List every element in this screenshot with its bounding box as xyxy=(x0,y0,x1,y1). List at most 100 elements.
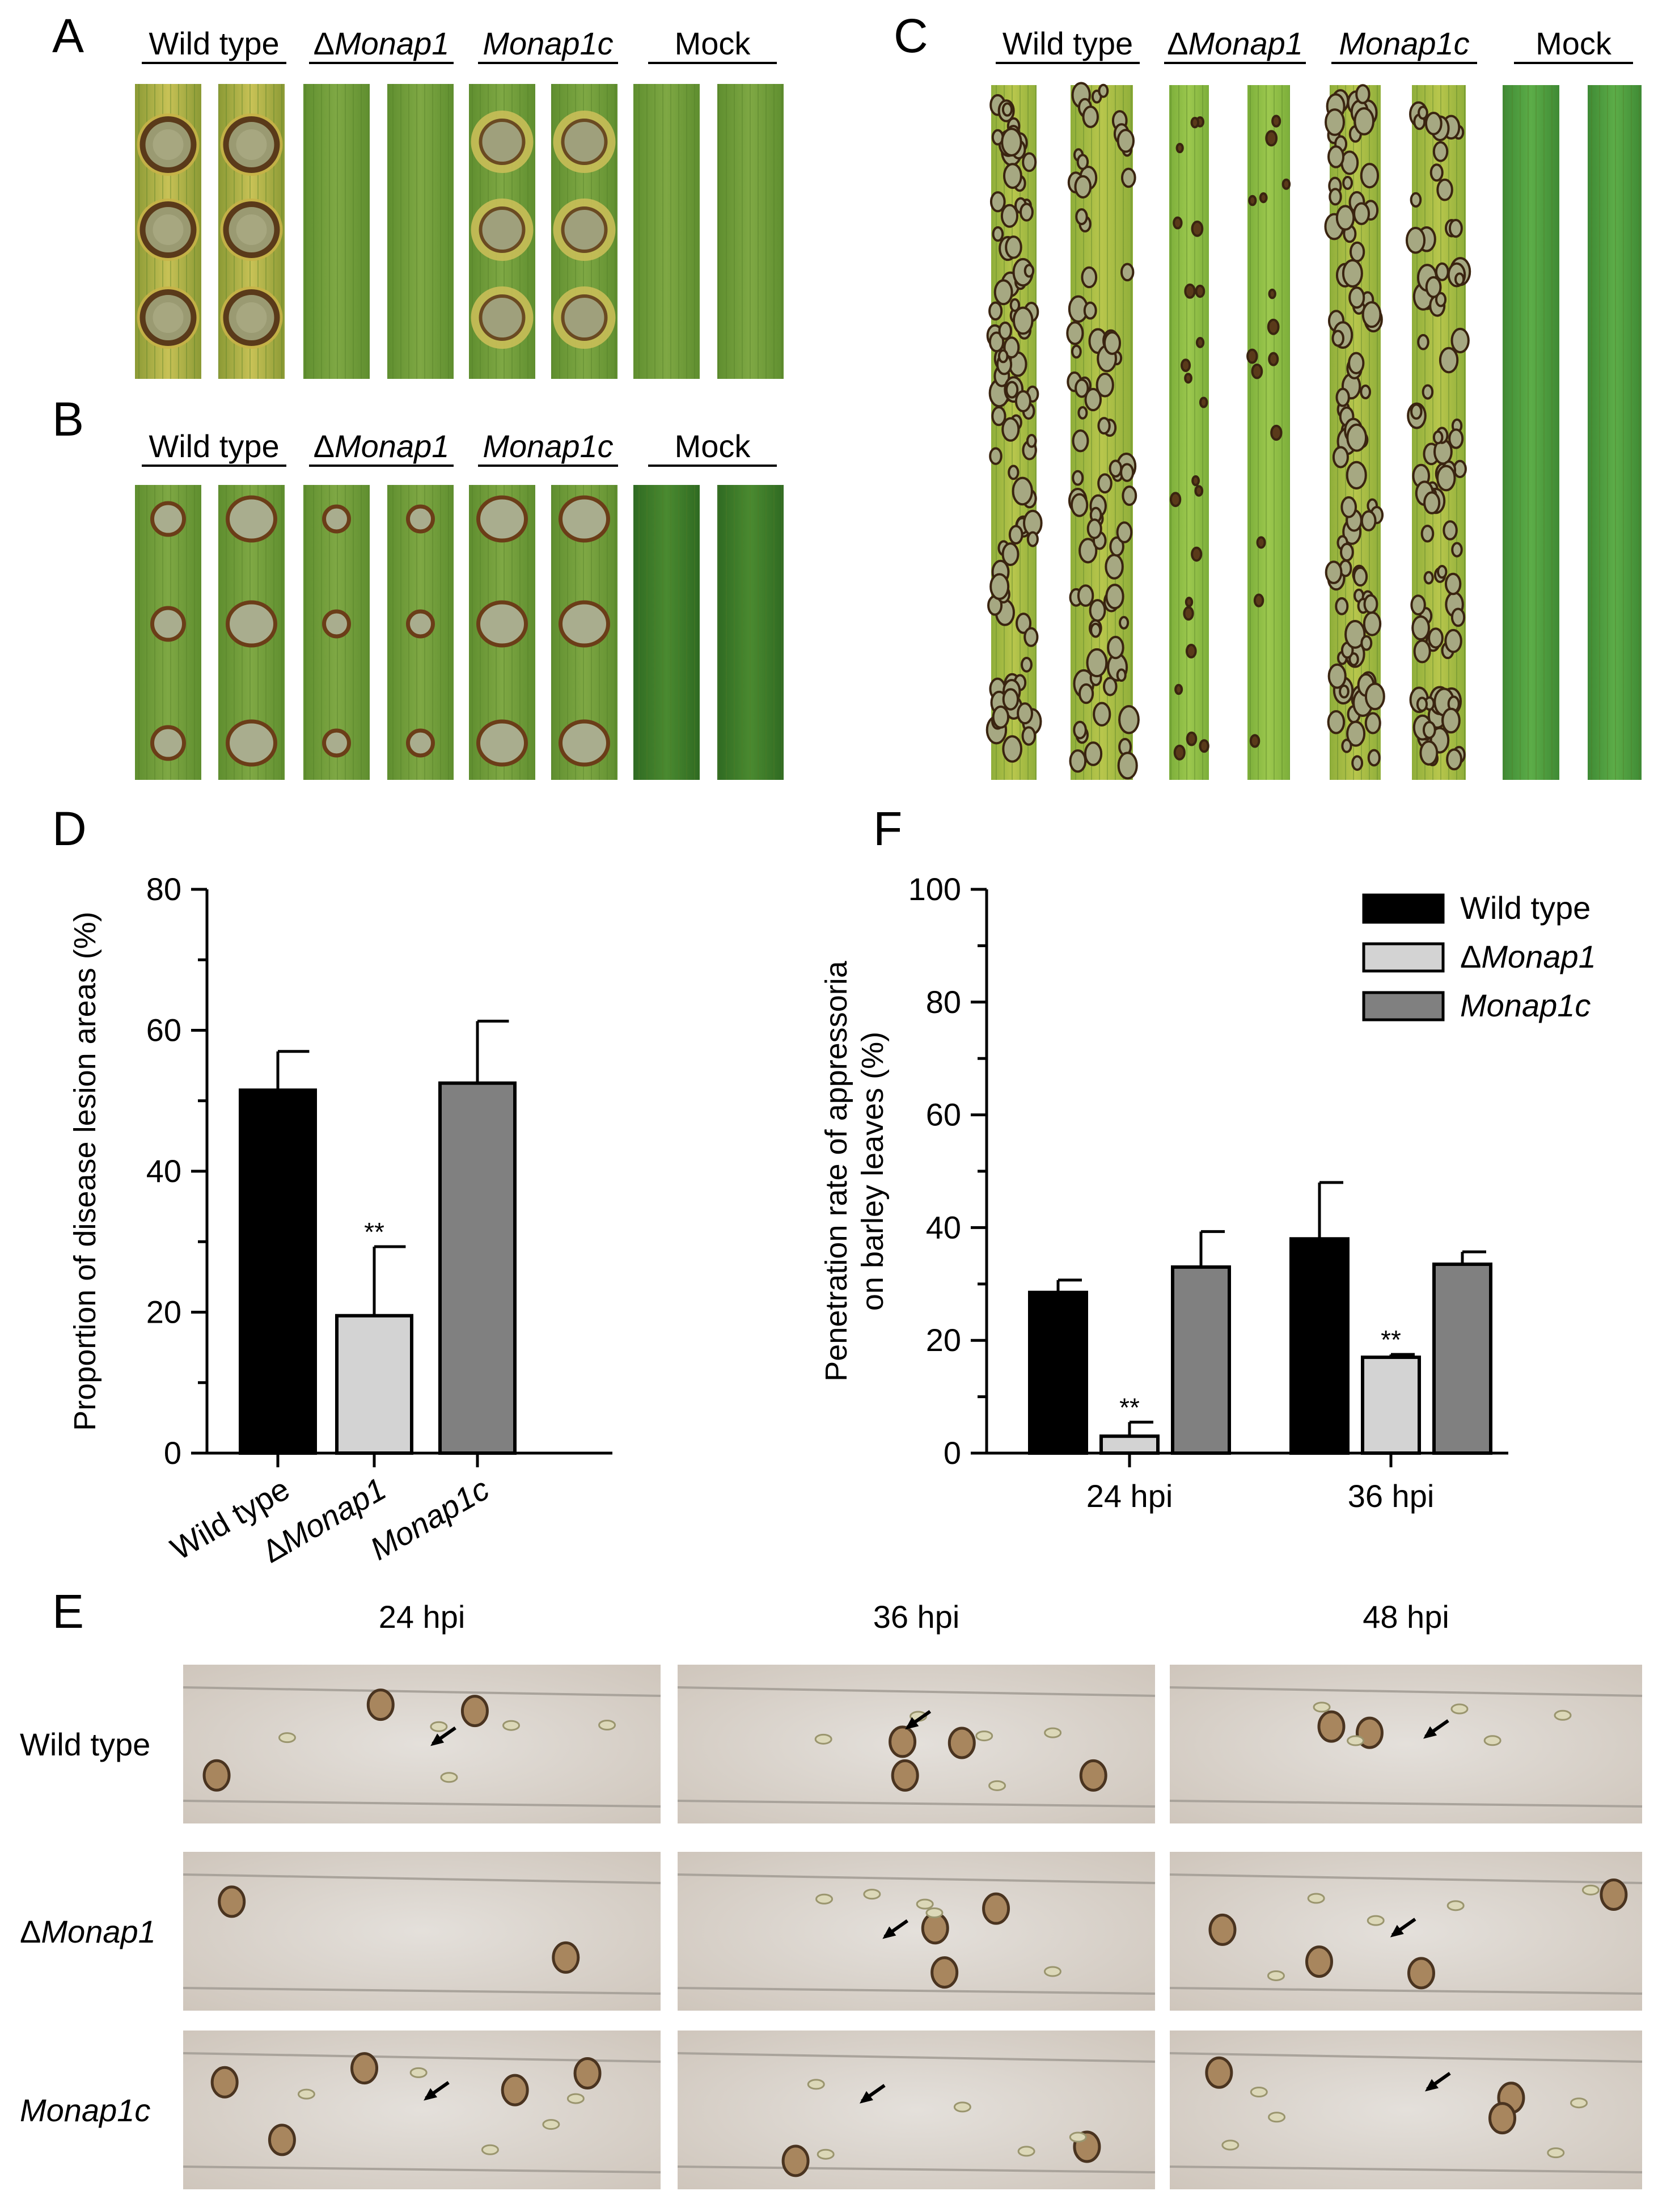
micro-image-3-1 xyxy=(183,2031,661,2189)
chart-f-legend-swatch-1 xyxy=(1362,893,1445,924)
micro-row-label-2-prefix: Δ xyxy=(20,1914,41,1949)
leaf-header-wild-type-text: Wild type xyxy=(149,26,279,61)
chart-f-legend-label-1-text: Wild type xyxy=(1460,890,1591,926)
leaf-header-delta-monap1: ΔMonap1 xyxy=(314,428,450,464)
leaf-a-5 xyxy=(469,84,535,379)
micro-image-1-3 xyxy=(1169,1665,1643,1823)
leaf-b-3 xyxy=(303,485,370,780)
chart-d-y-tick-label: 80 xyxy=(146,871,181,907)
micro-row-label-1-text: Wild type xyxy=(20,1726,150,1762)
panel-label-d: D xyxy=(52,802,87,855)
leaf-header-mock: Mock xyxy=(675,428,751,464)
chart-f-legend-swatch-2 xyxy=(1362,942,1445,973)
chart-d-y-tick-label: 60 xyxy=(146,1012,181,1048)
chart-d-bar-3 xyxy=(438,1081,517,1455)
chart-f-bar-1-2 xyxy=(1099,1434,1160,1455)
chart-d-x-tick-label-italic: Monap1c xyxy=(364,1471,495,1567)
chart-f-x-tick-label: 24 hpi xyxy=(1086,1478,1173,1514)
panel-label-a: A xyxy=(52,9,84,62)
micro-image-1-1 xyxy=(183,1665,661,1823)
chart-d-y-axis-label-line: Proportion of disease lesion areas (%) xyxy=(68,911,102,1430)
leaf-header-mock: Mock xyxy=(1536,26,1612,61)
micro-image-2-3 xyxy=(1169,1852,1643,2011)
chart-f-legend-label-1: Wild type xyxy=(1460,890,1591,926)
chart-f-y-tick-label: 0 xyxy=(944,1435,961,1471)
panel-label-b: B xyxy=(52,392,84,446)
chart-f-bar-2-3 xyxy=(1432,1263,1492,1455)
micro-col-header-3: 48 hpi xyxy=(1363,1599,1449,1635)
chart-f-bar-1-3 xyxy=(1171,1265,1231,1455)
leaf-c-8 xyxy=(1588,85,1642,780)
chart-f-y-axis-label: Penetration rate of appressoriaon barley… xyxy=(819,960,890,1381)
chart-f-y-tick-label: 20 xyxy=(926,1322,961,1358)
leaf-header-wild-type-text: Wild type xyxy=(149,428,279,464)
leaf-header-wild-type: Wild type xyxy=(149,26,279,61)
chart-f-legend-label-3: Monap1c xyxy=(1460,987,1591,1023)
leaf-b-2 xyxy=(218,485,285,780)
chart-f-bar-1-1 xyxy=(1028,1290,1088,1455)
chart-f-legend-label-2-italic: Monap1 xyxy=(1481,939,1596,974)
leaf-header-delta-monap1-italic: Monap1 xyxy=(1188,26,1303,61)
leaf-header-monap1c-italic: Monap1c xyxy=(1339,26,1469,61)
chart-f-y-axis-label-line: on barley leaves (%) xyxy=(856,1032,890,1311)
leaf-header-mock-text: Mock xyxy=(675,428,751,464)
leaf-header-monap1c-italic: Monap1c xyxy=(483,428,613,464)
leaf-c-7 xyxy=(1503,85,1559,780)
micro-image-3-2 xyxy=(677,2031,1156,2189)
micro-image-3-3 xyxy=(1169,2031,1643,2189)
leaf-header-monap1c-italic: Monap1c xyxy=(483,26,613,61)
micro-image-2-2 xyxy=(677,1852,1156,2011)
leaf-a-8 xyxy=(717,84,784,379)
chart-f-legend-label-2: ΔMonap1 xyxy=(1460,939,1596,974)
chart-f-x-tick-label: 36 hpi xyxy=(1348,1478,1435,1514)
leaf-a-4 xyxy=(387,84,454,379)
micro-col-header-2: 36 hpi xyxy=(873,1599,960,1635)
panel-label-f: F xyxy=(873,802,902,855)
micro-image-2-1 xyxy=(183,1852,661,2011)
leaf-header-wild-type: Wild type xyxy=(149,428,279,464)
micro-row-label-3: Monap1c xyxy=(20,2092,150,2128)
leaf-b-8 xyxy=(717,485,784,780)
chart-f-bar-2-2-significance: ** xyxy=(1381,1325,1401,1354)
micro-row-label-2-italic: Monap1 xyxy=(41,1914,155,1949)
leaf-a-2 xyxy=(218,84,285,379)
leaf-header-delta-monap1-prefix: Δ xyxy=(314,26,335,61)
chart-f-y-tick-label: 80 xyxy=(926,984,961,1020)
micro-image-1-2 xyxy=(677,1665,1156,1823)
leaf-header-delta-monap1-prefix: Δ xyxy=(314,428,335,464)
chart-f: 0 20 40 60 80 100 Penetration rate of appresso… xyxy=(819,871,1596,1514)
chart-d-y-tick-label: 20 xyxy=(146,1294,181,1330)
micro-row-label-2: ΔMonap1 xyxy=(20,1914,156,1949)
leaf-header-wild-type-text: Wild type xyxy=(1003,26,1133,61)
leaf-b-6 xyxy=(551,485,617,780)
leaf-header-delta-monap1-italic: Monap1 xyxy=(335,26,449,61)
chart-d-y-axis-label: Proportion of disease lesion areas (%) xyxy=(68,911,102,1430)
leaf-a-7 xyxy=(633,84,700,379)
leaf-c-4 xyxy=(1246,85,1291,780)
micro-row-label-1: Wild type xyxy=(20,1726,150,1762)
chart-d-bar-2-significance: ** xyxy=(364,1217,384,1247)
leaf-header-monap1c: Monap1c xyxy=(483,428,613,464)
chart-f-y-tick-label: 60 xyxy=(926,1097,961,1133)
micro-row-label-3-italic: Monap1c xyxy=(20,2092,150,2128)
chart-f-legend-label-3-italic: Monap1c xyxy=(1460,987,1591,1023)
leaf-header-mock-text: Mock xyxy=(675,26,751,61)
panel-label-e: E xyxy=(52,1585,84,1638)
chart-d-bar-1 xyxy=(239,1088,317,1455)
chart-f-y-tick-label: 40 xyxy=(926,1209,961,1245)
leaf-header-monap1c: Monap1c xyxy=(483,26,613,61)
chart-d-y-tick-label: 40 xyxy=(146,1153,181,1189)
leaf-header-delta-monap1-prefix: Δ xyxy=(1167,26,1188,61)
chart-f-bar-2-2 xyxy=(1361,1356,1421,1455)
leaf-c-2 xyxy=(1066,82,1140,780)
leaf-a-6 xyxy=(551,84,617,379)
leaf-c-5 xyxy=(1324,84,1385,780)
chart-f-legend-swatch-3 xyxy=(1362,991,1445,1021)
chart-f-y-tick-label: 100 xyxy=(908,871,961,907)
leaf-header-mock: Mock xyxy=(675,26,751,61)
leaf-c-3 xyxy=(1169,85,1209,780)
leaf-a-3 xyxy=(303,84,370,379)
chart-f-legend-label-2-prefix: Δ xyxy=(1460,939,1481,974)
